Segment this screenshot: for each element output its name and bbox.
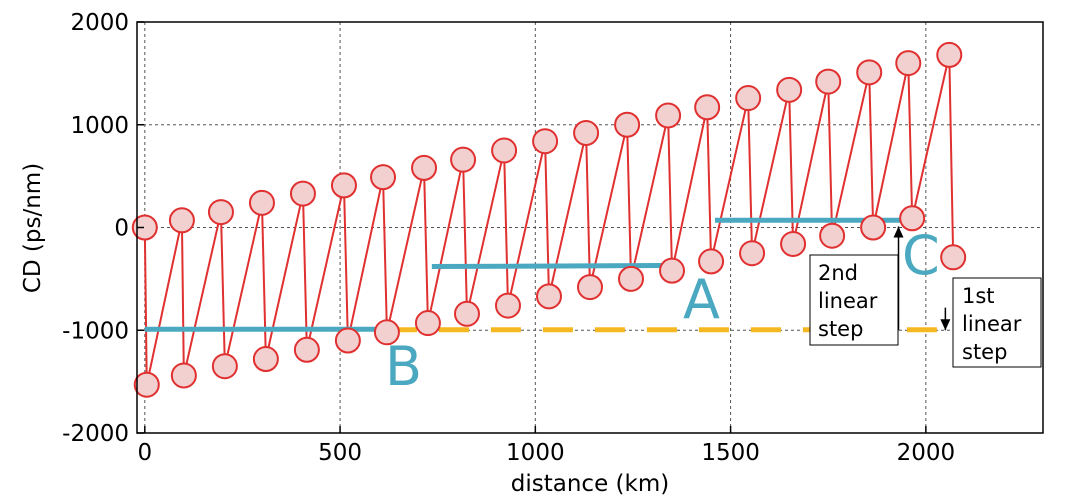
label-c: C [902,224,940,287]
step-arrows [893,226,951,331]
note-2nd-line-3: step [818,317,863,341]
cd-point [252,346,279,373]
cd-point [936,41,963,68]
cd-point [899,205,926,232]
y-axis-label: CD (ps/nm) [20,163,46,293]
cd-point [776,76,803,103]
cd-point [211,353,238,380]
note-2nd-line-1: 2nd [818,261,858,285]
label-b: B [385,335,422,398]
axis-ticks: 0 500 1000 1500 2000 2000 1000 0 -1000 -2000 [62,10,955,466]
cd-point [618,265,645,292]
cd-point [780,230,807,257]
cd-point [856,59,883,86]
note-2nd-line-2: linear [818,289,878,313]
cd-point [494,292,521,319]
x-axis-label: distance (km) [511,471,669,496]
cd-point [735,85,762,112]
cd-point [293,336,320,363]
cd-point [739,240,766,267]
cd-point [414,310,441,337]
x-tick-label: 2000 [897,440,956,466]
note-1st-line-3: step [962,340,1007,364]
plot-area [131,41,967,398]
cd-point [815,68,842,95]
y-tick-label: 2000 [70,10,129,36]
x-tick-label: 1500 [701,440,760,466]
cd-point [370,164,397,191]
cd-point [289,180,316,207]
cd-point [532,128,559,155]
note-2nd-linear-step: 2nd linear step [809,254,899,346]
x-tick-label: 0 [137,440,152,466]
cd-point [453,300,480,327]
cd-point [698,248,725,275]
cd-point [248,189,275,216]
cd-point [334,327,361,354]
cd-point [131,214,158,241]
x-tick-label: 1000 [506,440,565,466]
cd-line [143,54,955,385]
cd-point [330,172,357,199]
y-tick-label: 1000 [70,113,129,139]
cd-point [860,214,887,241]
cd-point [133,371,160,398]
y-tick-label: -2000 [62,421,129,447]
cd-point [450,146,477,173]
cd-point [168,207,195,234]
note-1st-line-2: linear [962,312,1022,336]
cd-point [573,119,600,146]
cd-point [694,94,721,121]
note-1st-line-1: 1st [962,284,995,308]
cd-point [659,257,686,284]
y-tick-label: 0 [114,216,129,242]
cd-point [170,362,197,389]
cd-point [655,102,682,129]
arrow-head [893,226,904,238]
cd-point [207,199,234,226]
cd-point [411,154,438,181]
label-a: A [683,268,720,331]
cd-point [535,283,562,310]
note-1st-linear-step: 1st linear step [952,277,1042,368]
arrow-head [940,319,951,331]
cd-point [491,137,518,164]
cd-point [895,50,922,77]
y-tick-label: -1000 [62,318,129,344]
x-tick-label: 500 [318,440,362,466]
cd-point [577,274,603,301]
cd-point [373,319,400,346]
cd-point [940,244,967,271]
cd-point [614,111,641,138]
teal-line [431,263,665,270]
cd-point [819,222,846,249]
